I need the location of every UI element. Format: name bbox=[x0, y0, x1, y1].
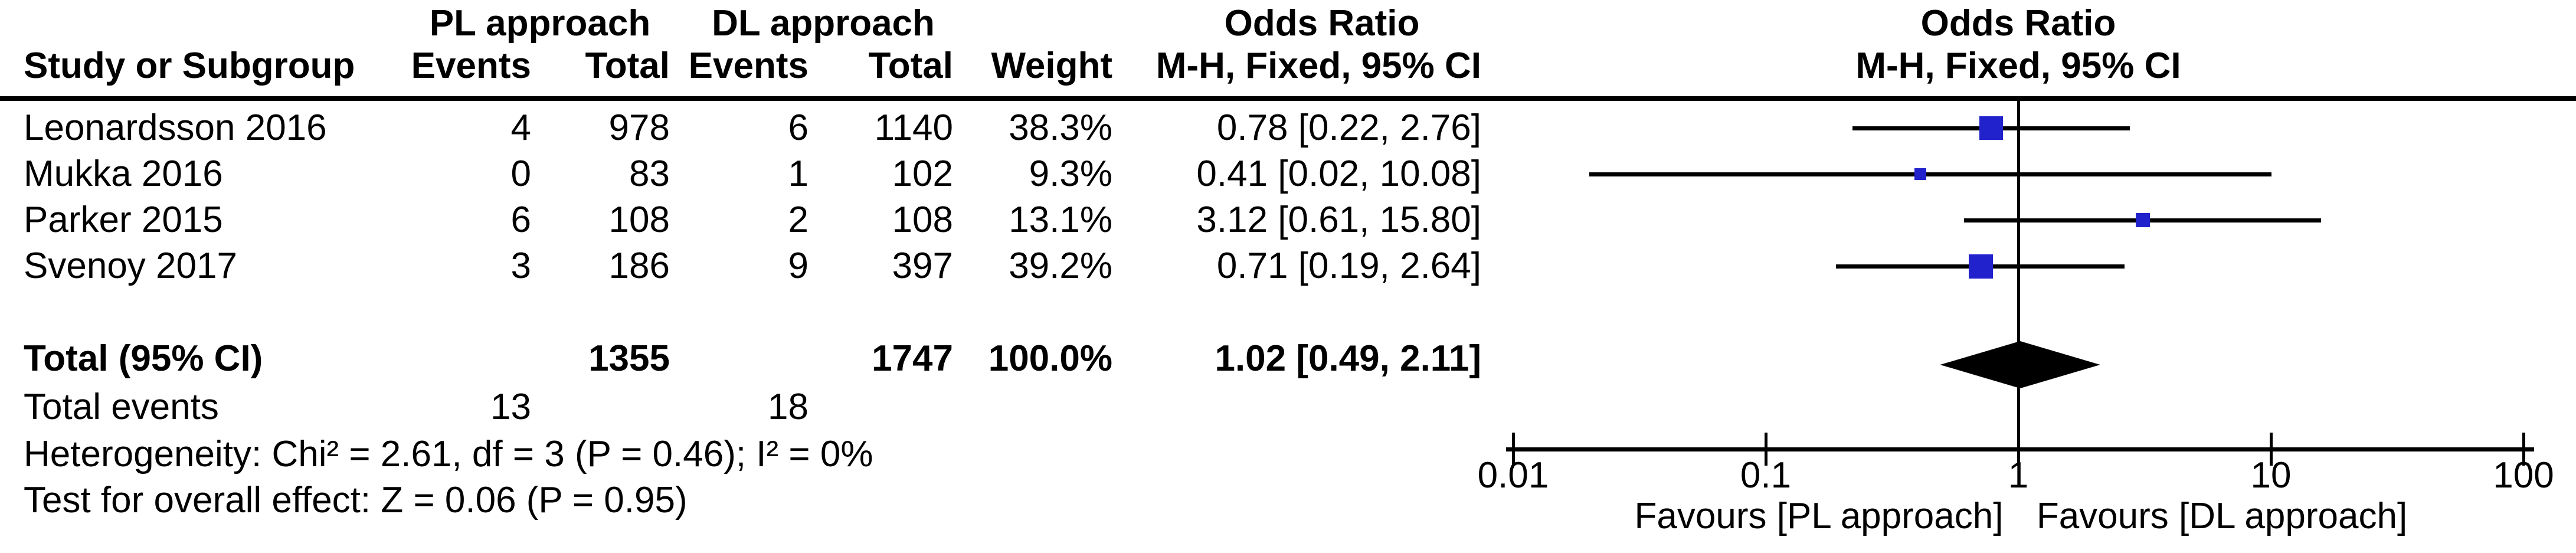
x-axis-tick bbox=[2522, 433, 2525, 466]
x-axis-tick-label: 100 bbox=[2493, 455, 2554, 496]
events2-value: 6 bbox=[788, 107, 809, 148]
method-plot-header: M-H, Fixed, 95% CI bbox=[1855, 45, 2181, 86]
x-axis-tick-label: 1 bbox=[2008, 455, 2029, 496]
favours-left-label: Favours [PL approach] bbox=[1634, 496, 2004, 536]
total1-value: 978 bbox=[608, 107, 670, 148]
method-column-header: M-H, Fixed, 95% CI bbox=[1156, 45, 1481, 86]
total1-column-header: Total bbox=[585, 45, 670, 86]
odds-ratio-plot-header: Odds Ratio bbox=[1920, 3, 2116, 44]
overall-effect-stat: Test for overall effect: Z = 0.06 (P = 0… bbox=[24, 480, 688, 521]
or-ci-value: 0.41 [0.02, 10.08] bbox=[1196, 153, 1481, 194]
or-ci-value: 0.78 [0.22, 2.76] bbox=[1216, 107, 1481, 148]
total1-sum: 1355 bbox=[588, 338, 670, 379]
total-row-label: Total (95% CI) bbox=[24, 338, 263, 379]
group1-header: PL approach bbox=[429, 3, 651, 44]
x-axis-tick bbox=[2017, 433, 2020, 466]
x-axis-tick-label: 0.01 bbox=[1477, 455, 1549, 496]
events1-value: 3 bbox=[510, 246, 531, 286]
or-ci-value: 0.71 [0.19, 2.64] bbox=[1216, 246, 1481, 286]
header-divider bbox=[0, 96, 2576, 101]
events2-value: 9 bbox=[788, 246, 809, 286]
study-name: Mukka 2016 bbox=[24, 153, 223, 194]
weight-value: 39.2% bbox=[1009, 246, 1112, 286]
total-events2: 18 bbox=[768, 387, 809, 427]
x-axis-tick-label: 10 bbox=[2250, 455, 2292, 496]
study-name: Parker 2015 bbox=[24, 199, 223, 240]
events1-column-header: Events bbox=[411, 45, 531, 86]
or-point-square bbox=[1914, 168, 1927, 180]
events2-column-header: Events bbox=[688, 45, 809, 86]
weight-sum: 100.0% bbox=[988, 338, 1112, 379]
or-ci-value: 3.12 [0.61, 15.80] bbox=[1196, 199, 1481, 240]
total1-value: 83 bbox=[629, 153, 670, 194]
group2-header: DL approach bbox=[712, 3, 935, 44]
heterogeneity-stat: Heterogeneity: Chi² = 2.61, df = 3 (P = … bbox=[24, 434, 873, 475]
weight-value: 13.1% bbox=[1009, 199, 1112, 240]
study-name: Leonardsson 2016 bbox=[24, 107, 327, 148]
events1-value: 6 bbox=[510, 199, 531, 240]
x-axis-tick bbox=[1765, 433, 1767, 466]
total1-value: 186 bbox=[608, 246, 670, 286]
total1-value: 108 bbox=[608, 199, 670, 240]
study-column-header: Study or Subgroup bbox=[24, 45, 355, 86]
or-point-square bbox=[2136, 213, 2151, 227]
favours-right-label: Favours [DL approach] bbox=[2036, 496, 2408, 536]
x-axis-tick bbox=[1512, 433, 1515, 466]
weight-value: 9.3% bbox=[1029, 153, 1112, 194]
pooled-or-ci: 1.02 [0.49, 2.11] bbox=[1215, 338, 1481, 379]
x-axis-line bbox=[1506, 447, 2534, 451]
total-events1: 13 bbox=[490, 387, 531, 427]
x-axis-tick bbox=[2270, 433, 2273, 466]
total2-value: 102 bbox=[892, 153, 953, 194]
events1-value: 0 bbox=[510, 153, 531, 194]
total2-value: 1140 bbox=[874, 107, 953, 148]
total2-value: 397 bbox=[892, 246, 953, 286]
total2-column-header: Total bbox=[868, 45, 954, 86]
total2-sum: 1747 bbox=[872, 338, 953, 379]
weight-column-header: Weight bbox=[991, 45, 1113, 86]
weight-value: 38.3% bbox=[1009, 107, 1112, 148]
events2-value: 2 bbox=[788, 199, 809, 240]
total-events-label: Total events bbox=[24, 387, 219, 427]
study-name: Svenoy 2017 bbox=[24, 246, 237, 286]
total2-value: 108 bbox=[892, 199, 953, 240]
events2-value: 1 bbox=[788, 153, 809, 194]
null-effect-line bbox=[2017, 101, 2020, 461]
or-point-square bbox=[1968, 254, 1993, 279]
ci-line bbox=[1589, 172, 2272, 176]
odds-ratio-column-header: Odds Ratio bbox=[1224, 3, 1420, 44]
or-point-square bbox=[1979, 116, 2003, 140]
x-axis-tick-label: 0.1 bbox=[1740, 455, 1792, 496]
pooled-diamond bbox=[1940, 341, 2100, 388]
events1-value: 4 bbox=[510, 107, 531, 148]
